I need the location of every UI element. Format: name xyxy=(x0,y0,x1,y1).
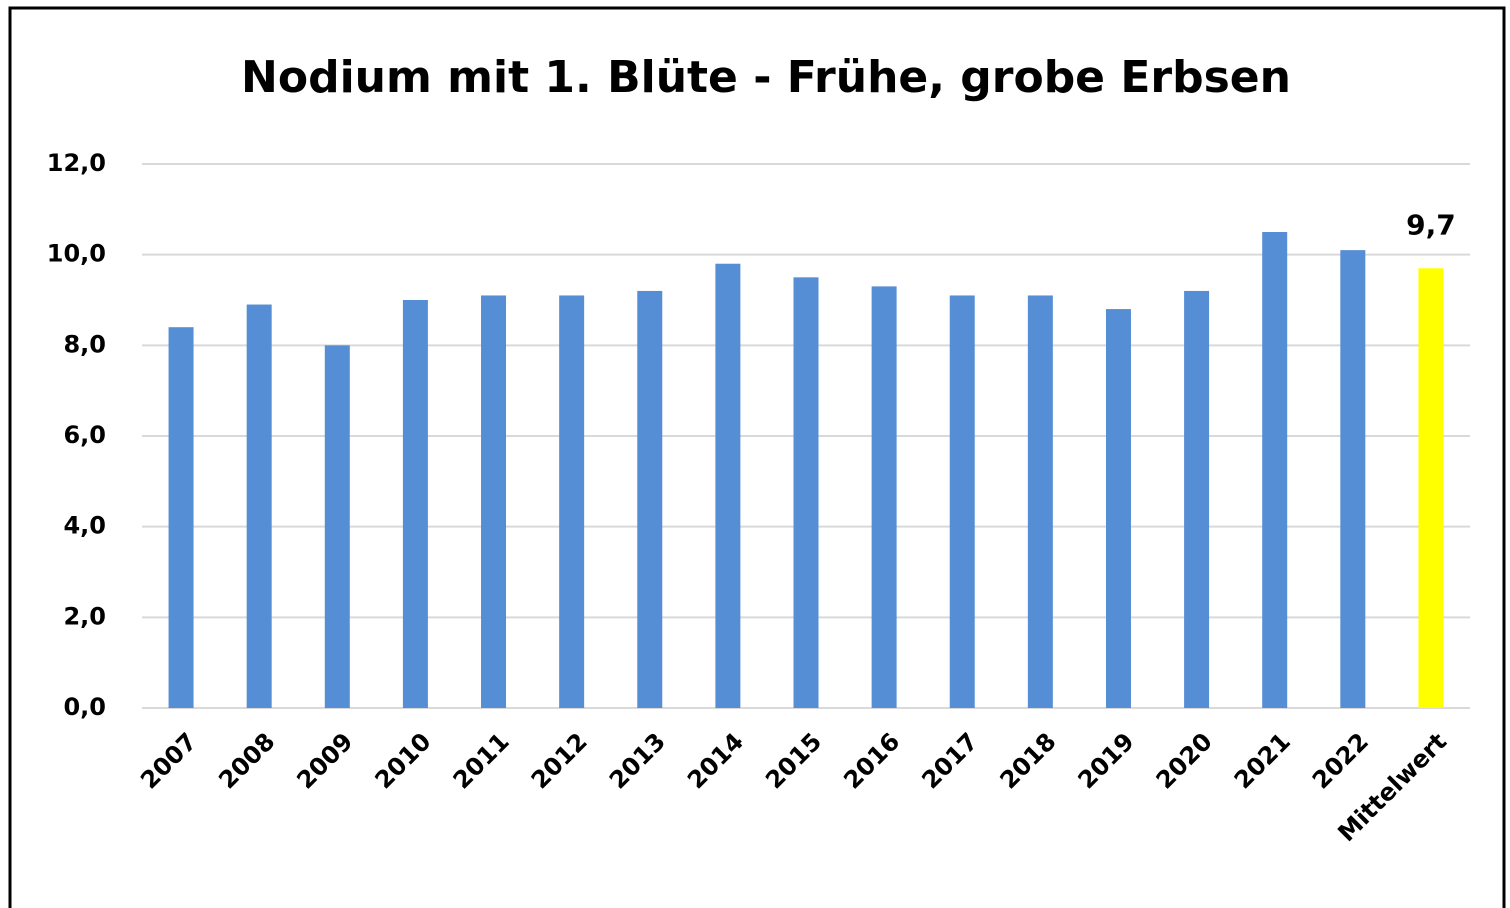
bar xyxy=(871,286,897,708)
y-tick-label: 8,0 xyxy=(63,330,106,358)
y-tick-label: 10,0 xyxy=(47,240,106,268)
y-tick-label: 0,0 xyxy=(63,693,106,721)
y-tick-label: 4,0 xyxy=(63,512,106,540)
bar xyxy=(949,295,975,708)
bar xyxy=(324,345,350,708)
y-tick-label: 2,0 xyxy=(63,602,106,630)
y-tick-label: 6,0 xyxy=(63,421,106,449)
bar xyxy=(168,327,194,708)
bar xyxy=(1340,250,1366,708)
bar xyxy=(246,304,272,708)
bar xyxy=(1418,268,1444,708)
bar xyxy=(1105,309,1131,708)
bar xyxy=(637,290,663,708)
bar xyxy=(559,295,585,708)
chart-title: Nodium mit 1. Blüte - Frühe, grobe Erbse… xyxy=(241,52,1291,103)
bar xyxy=(1262,232,1288,708)
data-label: 9,7 xyxy=(1406,208,1456,241)
bar xyxy=(1184,290,1210,708)
bar xyxy=(1027,295,1053,708)
bar xyxy=(793,277,819,708)
bar xyxy=(481,295,507,708)
bar xyxy=(715,263,741,708)
y-tick-label: 12,0 xyxy=(47,149,106,177)
bar xyxy=(402,300,428,708)
